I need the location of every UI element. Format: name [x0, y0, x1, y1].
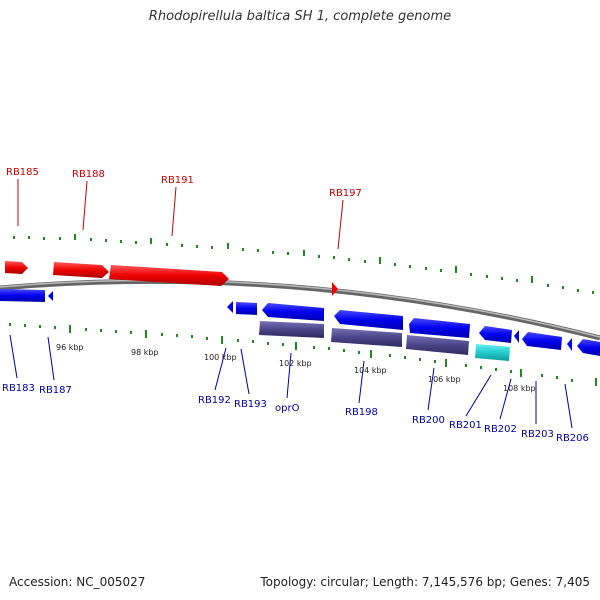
genome-backbone: [0, 278, 600, 341]
gene-rna-rb198[interactable]: [331, 328, 402, 347]
gene-label-rb198[interactable]: RB198: [345, 407, 378, 418]
gene-arrow-rb185[interactable]: [5, 261, 28, 274]
gene-label-rb191[interactable]: RB191: [161, 175, 194, 186]
page-title: Rhodopirellula baltica SH 1, complete ge…: [148, 9, 452, 24]
gene-arrow-opro[interactable]: [262, 303, 324, 321]
gene-arrow-rb183[interactable]: [0, 289, 45, 302]
ruler-label: 104 kbp: [354, 366, 387, 375]
gene-label-rb185[interactable]: RB185: [6, 167, 39, 178]
gene-rna-opro[interactable]: [259, 321, 324, 338]
gene-arrow-rb188[interactable]: [53, 262, 109, 278]
forward-leader-lines: [17, 179, 344, 250]
outer-tick-ruler: [13, 234, 594, 294]
gene-label-rb203[interactable]: RB203: [521, 429, 554, 440]
gene-arrow-rb191[interactable]: [109, 265, 229, 286]
reverse-leader-lines: [9, 334, 573, 429]
gene-arrow-rb200[interactable]: [409, 318, 470, 338]
gene-arrow-rb206[interactable]: [577, 339, 600, 356]
forward-gene-labels: RB185 RB188 RB191 RB197: [6, 167, 362, 199]
ruler-label: 96 kbp: [56, 343, 84, 352]
reverse-gene-labels: RB183 RB187 RB192 RB193 oprO RB198 RB200…: [2, 383, 589, 444]
ruler-label: 106 kbp: [428, 375, 461, 384]
gene-label-rb206[interactable]: RB206: [556, 433, 589, 444]
gene-arrow-rb197[interactable]: [332, 282, 338, 296]
ruler-labels: 96 kbp 98 kbp 100 kbp 102 kbp 104 kbp 10…: [56, 343, 536, 393]
gene-arrow-rb198[interactable]: [334, 310, 403, 330]
gene-label-rb202[interactable]: RB202: [484, 424, 517, 435]
ruler-label: 98 kbp: [131, 348, 159, 357]
reverse-strand-genes: [0, 289, 600, 361]
gene-feature-rb201[interactable]: [475, 344, 510, 361]
genome-summary-text: Topology: circular; Length: 7,145,576 bp…: [260, 575, 590, 589]
gene-arrow-rb187[interactable]: [48, 291, 53, 301]
gene-label-rb193[interactable]: RB193: [234, 399, 267, 410]
gene-label-rb201[interactable]: RB201: [449, 420, 482, 431]
gene-label-rb187[interactable]: RB187: [39, 385, 72, 396]
forward-strand-genes: [5, 261, 338, 296]
gene-rna-rb200[interactable]: [406, 335, 469, 355]
gene-arrow-rb192[interactable]: [227, 301, 233, 313]
ruler-label: 100 kbp: [204, 353, 237, 362]
gene-arrow-rb201[interactable]: [479, 326, 512, 343]
ruler-label: 102 kbp: [279, 359, 312, 368]
gene-label-rb188[interactable]: RB188: [72, 169, 105, 180]
gene-label-rb192[interactable]: RB192: [198, 395, 231, 406]
gene-arrow-rb193[interactable]: [236, 302, 257, 315]
gene-arrow-rb206-small[interactable]: [567, 338, 572, 351]
gene-arrow-rb202[interactable]: [514, 330, 519, 343]
gene-label-rb197[interactable]: RB197: [329, 188, 362, 199]
inner-tick-ruler: [9, 323, 597, 386]
gene-label-rb200[interactable]: RB200: [412, 415, 445, 426]
ruler-label: 108 kbp: [503, 384, 536, 393]
gene-arrow-rb203[interactable]: [522, 332, 562, 350]
accession-text: Accession: NC_005027: [9, 575, 146, 589]
gene-label-opro[interactable]: oprO: [275, 403, 300, 414]
gene-label-rb183[interactable]: RB183: [2, 383, 35, 394]
